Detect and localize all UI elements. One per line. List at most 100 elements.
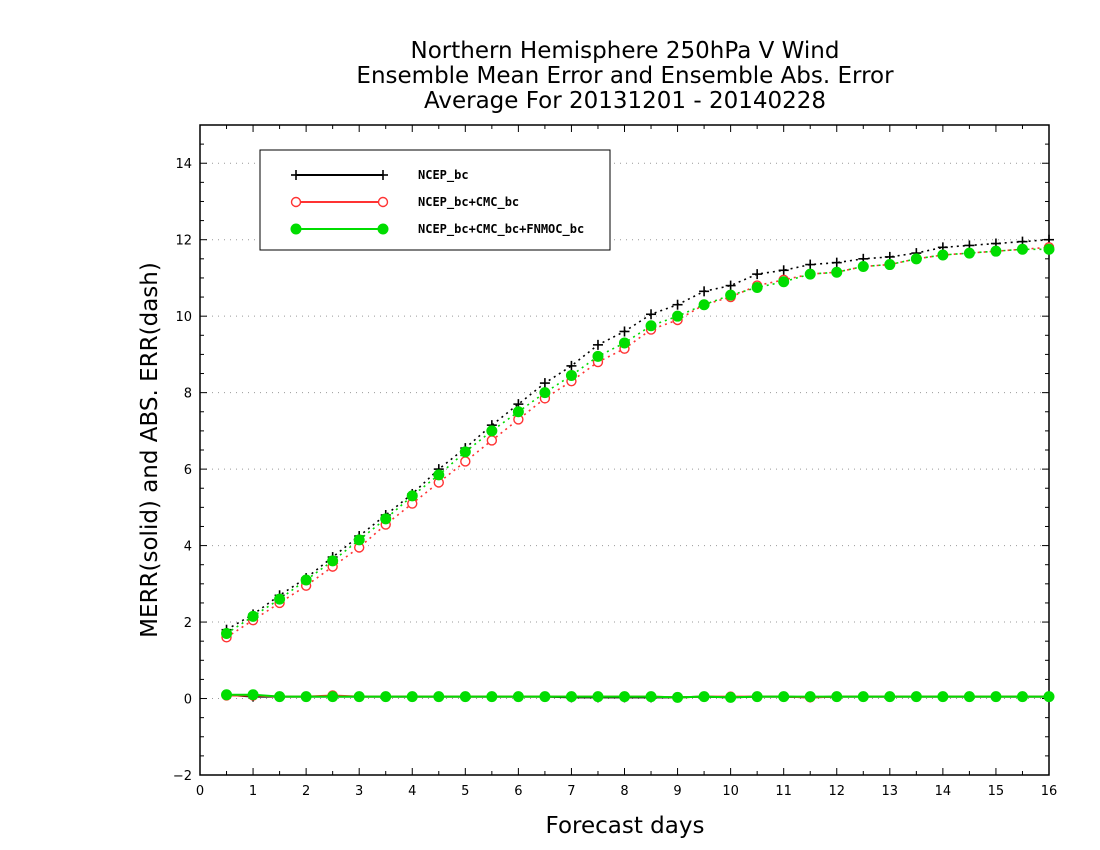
legend-marker [378,170,388,180]
merr-point [565,691,577,703]
abs-err-point [672,299,683,310]
legend-marker [290,223,302,235]
legend-item: NCEP_bc [291,168,469,183]
series-layer [221,234,1055,703]
abs-err-point [752,269,763,280]
merr-point [300,691,312,703]
merr-point [963,691,975,703]
x-axis-label: Forecast days [546,813,705,839]
y-tick-label: 10 [175,310,192,325]
merr-point [1043,691,1055,703]
abs-err-point [725,280,736,291]
abs-err-point [672,310,684,322]
chart-title-line: Ensemble Mean Error and Ensemble Abs. Er… [356,63,894,89]
merr-point [910,691,922,703]
merr-point [406,691,418,703]
legend-box [259,149,611,251]
abs-err-point [805,259,816,270]
x-tick-label: 3 [355,784,363,799]
chart-title-line: Average For 20131201 - 20140228 [424,88,826,114]
abs-err-point [857,260,869,272]
y-tick-label: 6 [184,463,192,478]
x-tick-label: 0 [196,784,204,799]
merr-point [247,689,259,701]
chart-title: Northern Hemisphere 250hPa V WindEnsembl… [356,38,894,114]
merr-point [857,691,869,703]
y-tick-label: 12 [175,234,192,249]
abs-err-line [226,238,1050,631]
merr-point [353,691,365,703]
abs-err-point [327,555,339,567]
merr-point [512,691,524,703]
abs-err-point [592,350,604,362]
y-axis: −2 0 2 4 6 8 10 12 14 [173,124,1049,784]
abs-err-point [990,245,1002,257]
x-tick-label: 11 [775,784,792,799]
merr-point [698,691,710,703]
abs-err-point [699,286,710,297]
abs-err-point [910,253,922,265]
abs-err-point [698,299,710,311]
legend-marker [291,170,301,180]
abs-err-point [566,360,577,371]
y-tick-label: 4 [184,540,192,555]
legend-item: NCEP_bc+CMC_bc [290,195,519,210]
merr-point [380,691,392,703]
x-tick-label: 4 [408,784,416,799]
y-tick-label: 14 [175,157,192,172]
abs-err-point [353,534,365,546]
legend-label: NCEP_bc+CMC_bc [418,195,519,210]
x-tick-label: 12 [828,784,845,799]
abs-err-point [884,259,896,271]
y-tick-label: −2 [173,769,192,784]
abs-err-point [778,276,790,288]
legend-marker [377,196,389,208]
legend-label: NCEP_bc [418,168,469,183]
y-axis-label: MERR(solid) and ABS. ERR(dash) [137,262,163,638]
abs-err-point [539,387,551,399]
x-tick-label: 9 [673,784,681,799]
series-NCEP_bc+CMC_bc [221,242,1055,703]
abs-err-point [460,456,471,467]
abs-err-point [539,378,550,389]
abs-err-point [619,337,630,349]
abs-err-point [646,309,657,320]
x-tick-label: 15 [988,784,1005,799]
abs-err-point [433,469,445,481]
abs-err-point [751,282,763,293]
x-tick-label: 14 [935,784,952,799]
merr-point [619,691,630,703]
y-tick-label: 8 [184,387,192,402]
y-tick-label: 2 [184,616,192,631]
abs-err-point [486,425,498,437]
x-tick-label: 2 [302,784,310,799]
abs-err-point [512,406,524,418]
merr-point [725,691,737,703]
x-axis: 0 1 2 3 4 5 6 7 8 9 10 11 12 13 14 15 16 [196,125,1057,799]
merr-line [226,693,1049,699]
abs-err-point [645,320,657,332]
merr-point [1016,691,1028,703]
abs-err-point [804,268,816,280]
merr-point [327,691,339,703]
abs-err-point [831,266,843,278]
abs-err-point [274,593,286,605]
abs-err-point [831,257,842,268]
abs-err-point [963,247,975,259]
legend-marker [290,196,302,208]
abs-err-point [725,289,737,301]
merr-point [645,691,657,703]
abs-err-point [592,339,603,350]
abs-err-point [486,435,498,446]
merr-point [831,691,843,703]
abs-err-point [459,446,471,458]
x-tick-label: 6 [514,784,522,799]
abs-err-point [1016,243,1028,255]
merr-point [672,691,684,703]
x-tick-label: 1 [249,784,257,799]
abs-err-line [226,246,1050,639]
merr-point [592,691,604,703]
abs-err-point [380,513,392,525]
abs-err-point [619,326,630,337]
